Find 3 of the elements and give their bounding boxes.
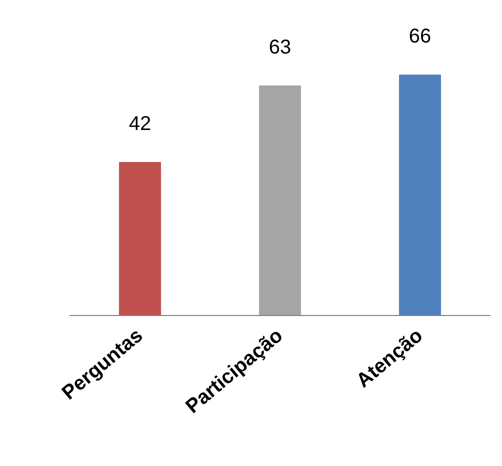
data-label: 66 <box>408 26 432 48</box>
data-label: 63 <box>268 36 292 58</box>
data-label: 42 <box>128 113 152 135</box>
